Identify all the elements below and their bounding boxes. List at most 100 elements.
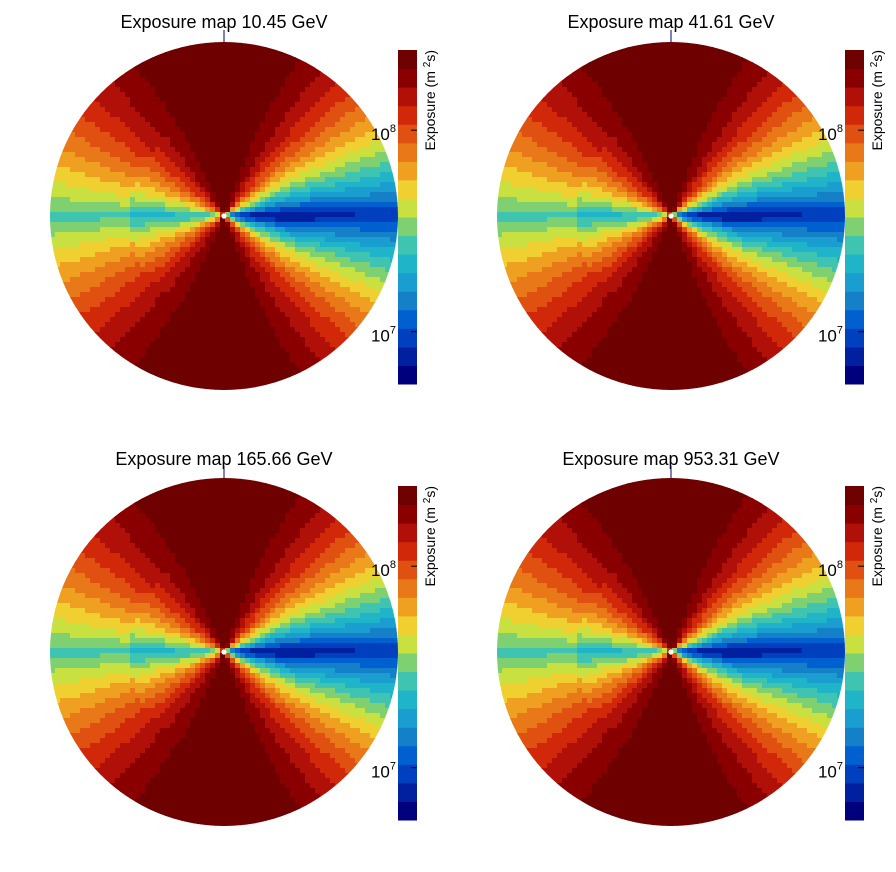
map-cell <box>300 72 306 78</box>
map-cell <box>225 317 231 323</box>
map-cell <box>365 167 371 173</box>
map-cell <box>240 42 246 48</box>
map-cell <box>195 127 201 133</box>
map-cell <box>375 252 381 258</box>
map-cell <box>115 107 121 113</box>
map-cell <box>567 82 573 88</box>
map-cell <box>582 57 588 63</box>
map-cell <box>130 162 136 168</box>
map-cell <box>170 347 176 353</box>
map-cell <box>175 377 181 383</box>
map-cell <box>250 252 256 258</box>
map-cell <box>250 122 256 128</box>
map-cell <box>255 312 261 318</box>
map-cell <box>672 102 678 108</box>
map-cell <box>130 192 136 198</box>
map-cell <box>340 92 346 98</box>
map-cell <box>190 142 196 148</box>
map-cell <box>652 67 658 73</box>
map-cell <box>717 137 723 143</box>
map-cell <box>240 227 246 233</box>
map-cell <box>380 272 386 278</box>
map-cell <box>547 97 553 103</box>
map-cell <box>732 67 738 73</box>
map-cell <box>205 62 211 68</box>
map-cell <box>315 77 321 83</box>
map-cell <box>180 362 186 368</box>
map-cell <box>542 137 548 143</box>
map-cell <box>315 107 321 113</box>
map-cell <box>150 112 156 118</box>
map-cell <box>395 217 398 223</box>
map-cell <box>190 282 196 288</box>
map-cell <box>230 62 236 68</box>
map-cell <box>60 237 66 243</box>
map-cell <box>255 232 261 238</box>
map-cell <box>250 192 256 198</box>
map-cell <box>602 57 608 63</box>
map-cell <box>220 77 226 83</box>
map-cell <box>240 272 246 278</box>
map-cell <box>80 197 86 203</box>
map-cell <box>130 172 136 178</box>
map-cell <box>235 372 241 378</box>
map-cell <box>647 52 653 58</box>
map-cell <box>160 322 166 328</box>
map-cell <box>270 152 276 158</box>
map-cell <box>150 242 156 248</box>
map-cell <box>55 222 61 228</box>
map-cell <box>100 237 106 243</box>
map-cell <box>687 117 693 123</box>
map-cell <box>80 307 86 313</box>
map-cell <box>235 222 241 228</box>
map-cell <box>747 77 753 83</box>
map-cell <box>240 187 246 193</box>
map-cell <box>185 297 191 303</box>
map-cell <box>712 52 718 58</box>
map-cell <box>310 307 316 313</box>
map-cell <box>210 142 216 148</box>
map-cell <box>160 367 166 373</box>
map-cell <box>250 197 256 203</box>
map-cell <box>70 187 76 193</box>
map-cell <box>762 82 768 88</box>
map-cell <box>275 52 281 58</box>
map-cell <box>165 327 171 333</box>
map-cell <box>335 327 341 333</box>
map-cell <box>150 247 156 253</box>
map-cell <box>330 297 336 303</box>
map-cell <box>290 247 296 253</box>
map-cell <box>125 242 131 248</box>
map-cell <box>105 247 111 253</box>
map-cell <box>265 302 271 308</box>
map-cell <box>310 367 316 373</box>
map-cell <box>295 292 301 298</box>
map-cell <box>80 282 86 288</box>
map-cell <box>315 177 321 183</box>
map-cell <box>75 212 81 218</box>
map-cell <box>817 132 823 138</box>
map-cell <box>235 67 241 73</box>
map-cell <box>792 97 798 103</box>
map-cell <box>70 192 76 198</box>
map-cell <box>310 292 316 298</box>
map-cell <box>175 357 181 363</box>
map-cell <box>145 317 151 323</box>
map-cell <box>557 137 563 143</box>
map-cell <box>315 122 321 128</box>
map-cell <box>682 62 688 68</box>
map-cell <box>702 92 708 98</box>
map-cell <box>320 192 326 198</box>
map-cell <box>160 162 166 168</box>
map-cell <box>105 182 111 188</box>
map-cell <box>205 267 211 273</box>
map-cell <box>255 157 261 163</box>
map-cell <box>100 202 106 208</box>
map-cell <box>742 52 748 58</box>
map-cell <box>215 292 221 298</box>
map-cell <box>255 307 261 313</box>
map-cell <box>330 147 336 153</box>
map-cell <box>185 77 191 83</box>
map-cell <box>390 172 396 178</box>
map-cell <box>120 342 126 348</box>
